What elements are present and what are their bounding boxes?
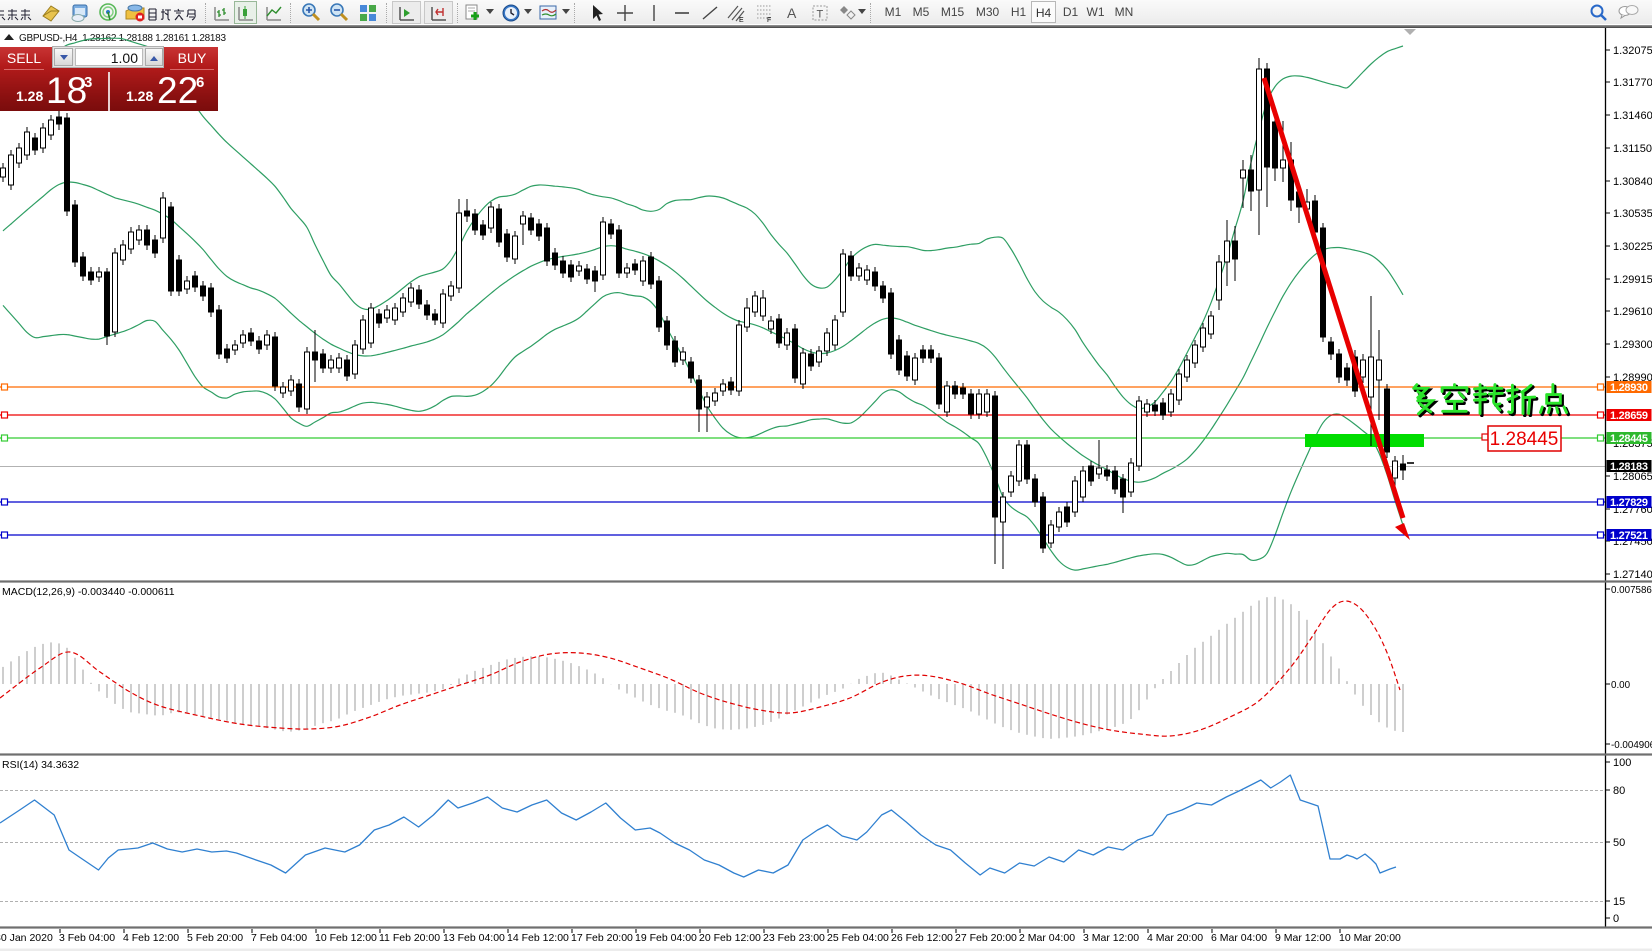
svg-text:0.007586: 0.007586: [1611, 585, 1652, 596]
svg-text:11 Feb 20:00: 11 Feb 20:00: [379, 932, 440, 944]
svg-text:4 Mar 20:00: 4 Mar 20:00: [1147, 932, 1203, 944]
svg-text:0: 0: [1613, 913, 1619, 925]
svg-text:7 Feb 04:00: 7 Feb 04:00: [251, 932, 307, 944]
svg-text:1.27829: 1.27829: [1610, 497, 1648, 509]
svg-text:1.28659: 1.28659: [1610, 410, 1648, 422]
svg-text:1.30225: 1.30225: [1613, 241, 1652, 253]
svg-text:1.29300: 1.29300: [1613, 339, 1652, 351]
svg-text:-0.004906: -0.004906: [1611, 740, 1652, 751]
svg-text:1.27521: 1.27521: [1610, 530, 1648, 542]
svg-text:1.29915: 1.29915: [1613, 274, 1652, 286]
svg-text:T: T: [817, 9, 824, 21]
svg-text:80: 80: [1613, 785, 1625, 797]
svg-text:26 Feb 12:00: 26 Feb 12:00: [891, 932, 953, 944]
svg-text:50: 50: [1613, 837, 1625, 849]
svg-text:25 Feb 04:00: 25 Feb 04:00: [827, 932, 889, 944]
svg-text:1.28930: 1.28930: [1610, 382, 1648, 394]
svg-text:1.31460: 1.31460: [1613, 110, 1652, 122]
svg-text:15: 15: [1613, 896, 1625, 908]
svg-text:20 Feb 12:00: 20 Feb 12:00: [699, 932, 761, 944]
svg-text:1.27140: 1.27140: [1613, 569, 1652, 581]
svg-text:1.30535: 1.30535: [1613, 208, 1652, 220]
svg-text:1.28445: 1.28445: [1490, 429, 1559, 450]
svg-text:100: 100: [1613, 757, 1631, 769]
svg-text:27 Feb 20:00: 27 Feb 20:00: [955, 932, 1017, 944]
svg-text:10 Mar 20:00: 10 Mar 20:00: [1339, 932, 1401, 944]
svg-text:MACD(12,26,9) -0.003440 -0.000: MACD(12,26,9) -0.003440 -0.000611: [2, 586, 175, 598]
svg-text:E: E: [739, 17, 744, 24]
svg-text:3 Mar 12:00: 3 Mar 12:00: [1083, 932, 1139, 944]
svg-text:10 Feb 12:00: 10 Feb 12:00: [315, 932, 377, 944]
svg-text:13 Feb 04:00: 13 Feb 04:00: [443, 932, 505, 944]
svg-text:1.30840: 1.30840: [1613, 176, 1652, 188]
svg-text:F: F: [767, 17, 771, 24]
svg-text:1.31150: 1.31150: [1613, 143, 1652, 155]
svg-text:1.31770: 1.31770: [1613, 77, 1652, 89]
svg-text:4 Feb 12:00: 4 Feb 12:00: [123, 932, 179, 944]
svg-text:0.00: 0.00: [1611, 680, 1631, 691]
svg-text:5 Feb 20:00: 5 Feb 20:00: [187, 932, 243, 944]
svg-text:2 Mar 04:00: 2 Mar 04:00: [1019, 932, 1075, 944]
svg-text:6 Mar 04:00: 6 Mar 04:00: [1211, 932, 1267, 944]
svg-text:1.32075: 1.32075: [1613, 45, 1652, 57]
svg-text:23 Feb 23:00: 23 Feb 23:00: [763, 932, 825, 944]
svg-text:1.28445: 1.28445: [1610, 433, 1648, 445]
svg-text:19 Feb 04:00: 19 Feb 04:00: [635, 932, 697, 944]
svg-text:3 Feb 04:00: 3 Feb 04:00: [59, 932, 115, 944]
svg-text:A: A: [787, 5, 797, 21]
svg-text:1.28065: 1.28065: [1613, 471, 1652, 483]
svg-text:9 Mar 12:00: 9 Mar 12:00: [1275, 932, 1331, 944]
svg-text:14 Feb 12:00: 14 Feb 12:00: [507, 932, 569, 944]
svg-text:RSI(14) 34.3632: RSI(14) 34.3632: [2, 759, 79, 771]
svg-text:1.29610: 1.29610: [1613, 306, 1652, 318]
svg-text:1.28183: 1.28183: [1610, 461, 1648, 473]
svg-text:17 Feb 20:00: 17 Feb 20:00: [571, 932, 633, 944]
svg-text:30 Jan 2020: 30 Jan 2020: [0, 932, 53, 944]
